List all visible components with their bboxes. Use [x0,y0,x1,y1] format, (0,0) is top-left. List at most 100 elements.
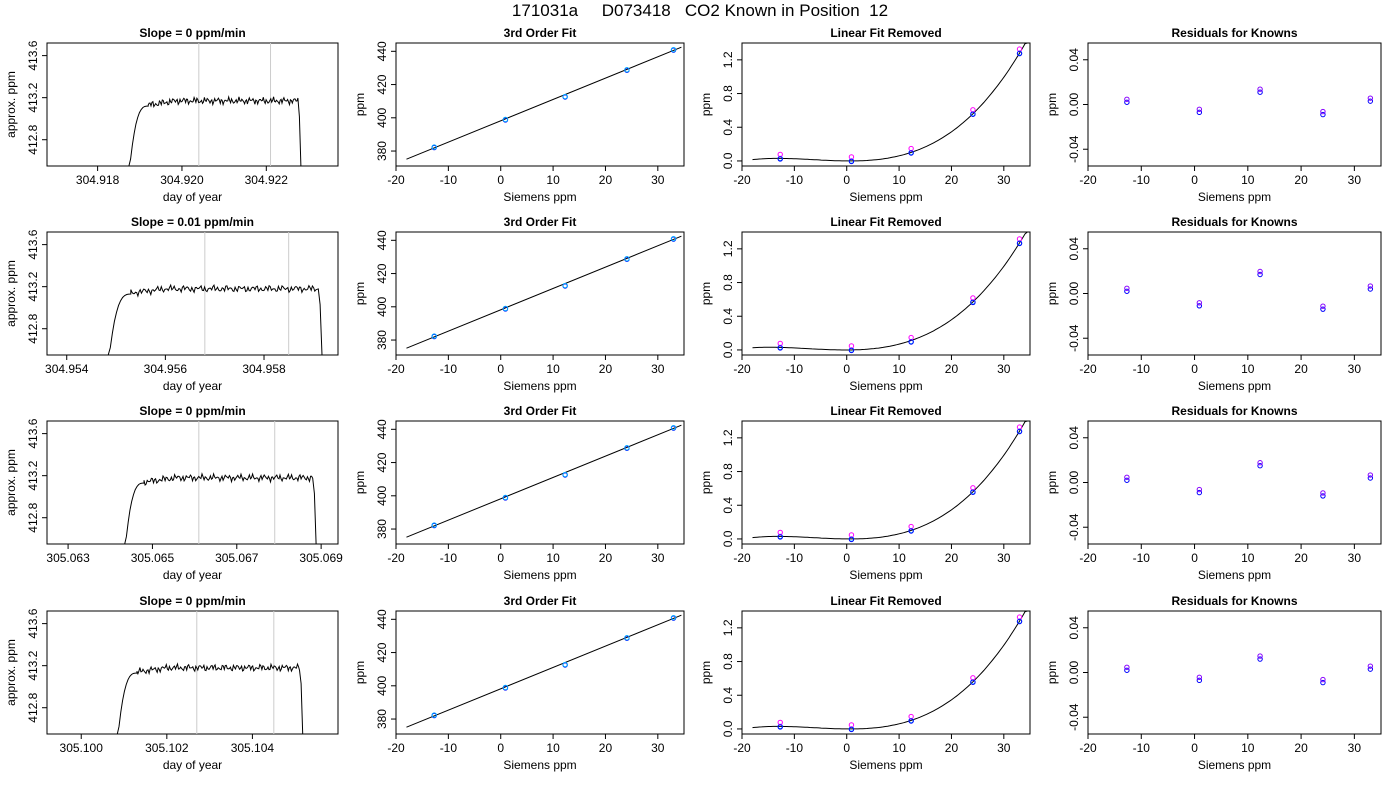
y-tick-label: 420 [375,642,389,662]
plot-frame [1087,420,1382,545]
residual-point [970,111,976,117]
x-tick-label: 305.100 [60,741,104,755]
y-tick-label: 0.0 [721,720,735,737]
y-tick-label: 1.2 [721,240,735,257]
residual-point [1320,490,1326,496]
y-tick-label: 412.8 [26,502,40,532]
x-tick-label: 10 [546,173,560,187]
residual-point [1196,674,1203,681]
y-axis-label: ppm [699,282,713,305]
residuals-panel: -20 -10 0 10 20 30 -0.04 0.00 0.04 Residuals for … [1045,594,1382,772]
residual-point [1016,428,1023,435]
x-tick-label: 30 [1348,741,1362,755]
x-tick-label: 30 [997,362,1011,376]
x-axis-label: day of year [163,379,222,393]
residual-point [970,489,976,495]
plot-frame [741,610,1031,735]
x-axis-label: Siemens ppm [503,379,576,393]
y-tick-label: 400 [375,296,389,316]
x-axis-label: Siemens ppm [1198,568,1271,582]
x-tick-label: 30 [651,551,665,565]
x-tick-label: 20 [599,741,613,755]
x-tick-label: 305.069 [299,551,343,565]
residual-point [1257,653,1263,659]
x-tick-label: 305.063 [46,551,90,565]
fit-curve [752,231,1028,351]
x-tick-label: 30 [651,741,665,755]
y-axis-label: ppm [699,661,713,684]
x-tick-label: -10 [1133,551,1151,565]
x-tick-label: -10 [786,362,804,376]
residual-point [1196,303,1203,309]
fit-point [431,522,437,528]
x-tick-label: 0 [497,551,504,565]
y-axis-label: ppm [1045,93,1059,116]
panel-title: 3rd Order Fit [504,594,577,608]
y-tick-label: 440 [375,419,389,439]
panel-title: Linear Fit Removed [830,594,941,608]
x-tick-label: 30 [997,741,1011,755]
fit-point [670,235,677,242]
x-axis-label: Siemens ppm [1198,379,1271,393]
fit-point [431,712,437,718]
fit-point [624,67,630,73]
x-tick-label: 20 [945,362,959,376]
y-tick-label: 0.04 [1067,48,1081,72]
y-tick-label: 0.8 [721,85,735,102]
x-tick-label: 10 [1241,741,1255,755]
y-tick-label: 0.4 [721,308,735,325]
x-tick-label: -10 [440,362,458,376]
fit-point [670,46,677,53]
y-tick-label: 1.2 [721,619,735,636]
linear-removed-panel: -20 -10 0 10 20 30 0.0 0.4 0.8 1.2 Linear Fit Remo… [699,215,1031,393]
residual-point [908,150,914,156]
fit-line [406,424,682,538]
y-tick-label: 0.00 [1067,660,1081,684]
y-axis-label: approx. ppm [4,639,18,706]
x-axis-label: Siemens ppm [1198,758,1271,772]
y-tick-label: 0.8 [721,274,735,291]
y-tick-label: 0.04 [1067,426,1081,450]
panel-title: Residuals for Knowns [1171,215,1297,229]
y-tick-label: 380 [375,709,389,729]
x-tick-label: -10 [1133,362,1151,376]
x-tick-label: 304.918 [76,173,120,187]
x-tick-label: -20 [1079,362,1097,376]
x-tick-label: 20 [599,362,613,376]
y-axis-label: ppm [353,282,367,305]
residuals-panel: -20 -10 0 10 20 30 -0.04 0.00 0.04 Residuals for … [1045,404,1382,582]
residual-point [970,679,976,685]
x-tick-label: 304.956 [144,362,188,376]
fit-point [562,282,568,289]
y-tick-label: 413.2 [26,271,40,301]
trace-line [122,472,317,545]
x-tick-label: 30 [651,173,665,187]
y-tick-label: 0.00 [1067,470,1081,494]
residual-point [1257,463,1263,469]
y-tick-label: 380 [375,330,389,350]
residual-point [1367,286,1374,292]
residual-point [1257,271,1263,278]
fit-point [502,684,509,691]
x-tick-label: 10 [892,173,906,187]
fit-curve [752,610,1028,730]
residual-point [1257,89,1263,95]
y-tick-label: 412.8 [26,124,40,154]
x-tick-label: 0 [1191,551,1198,565]
timeseries-panel: 305.063 305.065 305.067 305.069 412.8 413.2 41… [4,404,343,582]
residual-point [1016,618,1023,625]
residual-point [1257,86,1263,92]
x-axis-label: Siemens ppm [849,568,922,582]
x-axis-label: day of year [163,568,222,582]
residual-point [1124,474,1130,480]
y-tick-label: -0.04 [1067,135,1081,163]
x-tick-label: 20 [1294,362,1308,376]
fit-point [431,333,437,339]
panel-title: Slope = 0 ppm/min [139,404,245,418]
panel-title: Slope = 0 ppm/min [139,26,245,40]
y-tick-label: 412.8 [26,313,40,343]
panel-title: Slope = 0.01 ppm/min [131,215,254,229]
x-tick-label: 10 [1241,362,1255,376]
plot-frame [46,420,339,545]
x-tick-label: 0 [497,362,504,376]
